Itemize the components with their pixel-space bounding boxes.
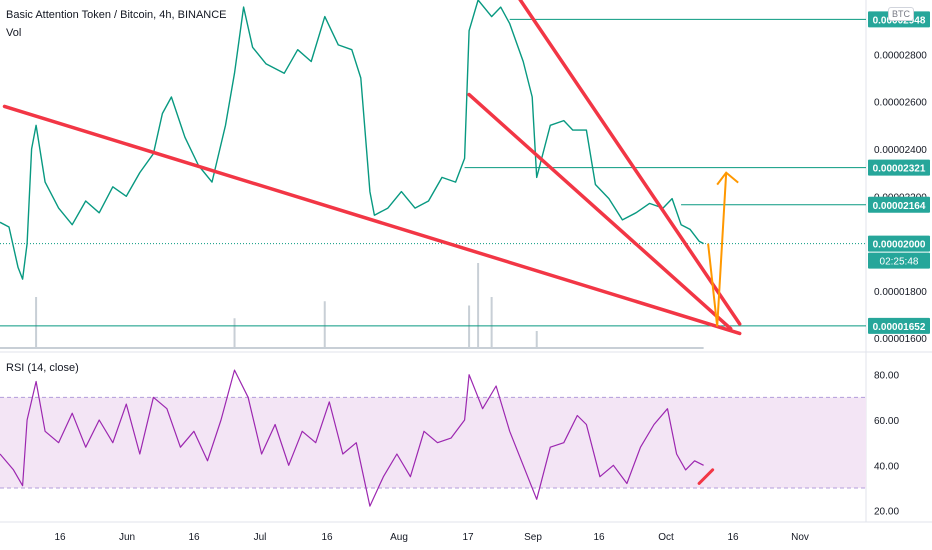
volume-label: Vol	[6, 27, 22, 39]
time-tick-label: Sep	[524, 532, 542, 543]
price-tick-label: 0.00002400	[874, 145, 927, 156]
price-series	[0, 0, 704, 280]
projection-arrowhead	[716, 171, 739, 186]
price-tick-label: 0.00002800	[874, 50, 927, 61]
volume-bar	[490, 297, 493, 348]
trendline	[2, 104, 742, 336]
rsi-tick-label: 60.00	[874, 416, 899, 427]
time-tick-label: Jul	[254, 532, 267, 543]
volume-bars	[0, 263, 704, 349]
time-tick-label: 16	[593, 532, 605, 543]
price-line	[0, 0, 704, 280]
time-tick-label: Jun	[119, 532, 135, 543]
time-axis-ticks: 16 Jun 16 Jul 16 Aug 17 Sep 16 Oct 16 Nov	[54, 532, 808, 543]
price-label-box	[868, 196, 930, 213]
price-label-box	[868, 159, 930, 176]
price-tick-label: 0.00001600	[874, 334, 927, 345]
time-tick-label: 16	[54, 532, 66, 543]
rsi-tick-label: 20.00	[874, 507, 899, 518]
rsi-tick-label: 40.00	[874, 461, 899, 472]
rsi-title: RSI (14, close)	[6, 362, 79, 374]
volume-bar	[477, 263, 480, 348]
chart-title: Basic Attention Token / Bitcoin, 4h, BIN…	[6, 9, 227, 21]
time-tick-label: Oct	[658, 532, 674, 543]
volume-bar	[35, 297, 38, 348]
price-tick-label: 0.00001800	[874, 287, 927, 298]
price-label-text: 0.00001652	[873, 322, 926, 333]
rsi-line	[0, 369, 704, 507]
horizontal-levels	[0, 18, 866, 327]
volume-bar	[323, 301, 326, 348]
rsi-band	[0, 397, 866, 488]
currency-button[interactable]: BTC	[888, 7, 914, 21]
price-tick-label: 0.00002600	[874, 98, 927, 109]
time-tick-label: 17	[462, 532, 474, 543]
rsi-pane	[0, 369, 866, 507]
volume-bar	[233, 318, 236, 348]
time-tick-label: 16	[188, 532, 200, 543]
time-tick-label: Aug	[390, 532, 408, 543]
countdown-box	[868, 252, 930, 269]
rsi-axis-ticks: 80.00 60.00 40.00 20.00	[874, 371, 899, 518]
countdown-text: 02:25:48	[880, 257, 919, 268]
price-label-text: 0.00002321	[873, 164, 926, 175]
volume-bar	[468, 305, 471, 348]
trendline	[467, 92, 733, 331]
time-tick-label: 16	[321, 532, 333, 543]
price-label-text: 0.00002164	[873, 201, 926, 212]
volume-bar	[535, 331, 538, 348]
projection-path	[707, 172, 728, 327]
price-label-box	[868, 317, 930, 334]
price-label-text: 0.00002000	[873, 240, 926, 251]
price-label-box	[868, 235, 930, 252]
time-tick-label: Nov	[791, 532, 809, 543]
rsi-tick-label: 80.00	[874, 371, 899, 382]
trendlines	[2, 0, 742, 336]
time-tick-label: 16	[727, 532, 739, 543]
rsi-trend-mark	[697, 468, 715, 485]
trendline	[518, 0, 742, 326]
